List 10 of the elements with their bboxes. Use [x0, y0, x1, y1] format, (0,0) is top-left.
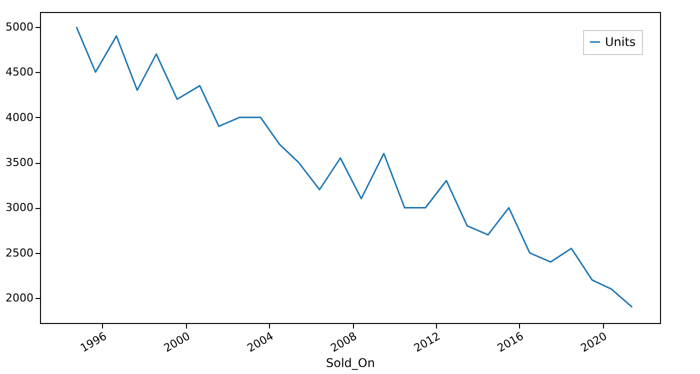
y-tick-label: 4500 — [6, 66, 34, 79]
x-axis-title: Sold_On — [326, 356, 375, 370]
y-tick-label: 3000 — [6, 201, 34, 214]
y-tick-label: 5000 — [6, 20, 34, 34]
y-tick-label: 2000 — [6, 292, 34, 305]
y-tick-label: 4000 — [6, 110, 34, 124]
legend-label: Units — [605, 35, 636, 49]
y-tick-label: 2500 — [6, 246, 34, 260]
line-series — [76, 26, 633, 308]
y-tick-label: 3500 — [6, 156, 34, 170]
